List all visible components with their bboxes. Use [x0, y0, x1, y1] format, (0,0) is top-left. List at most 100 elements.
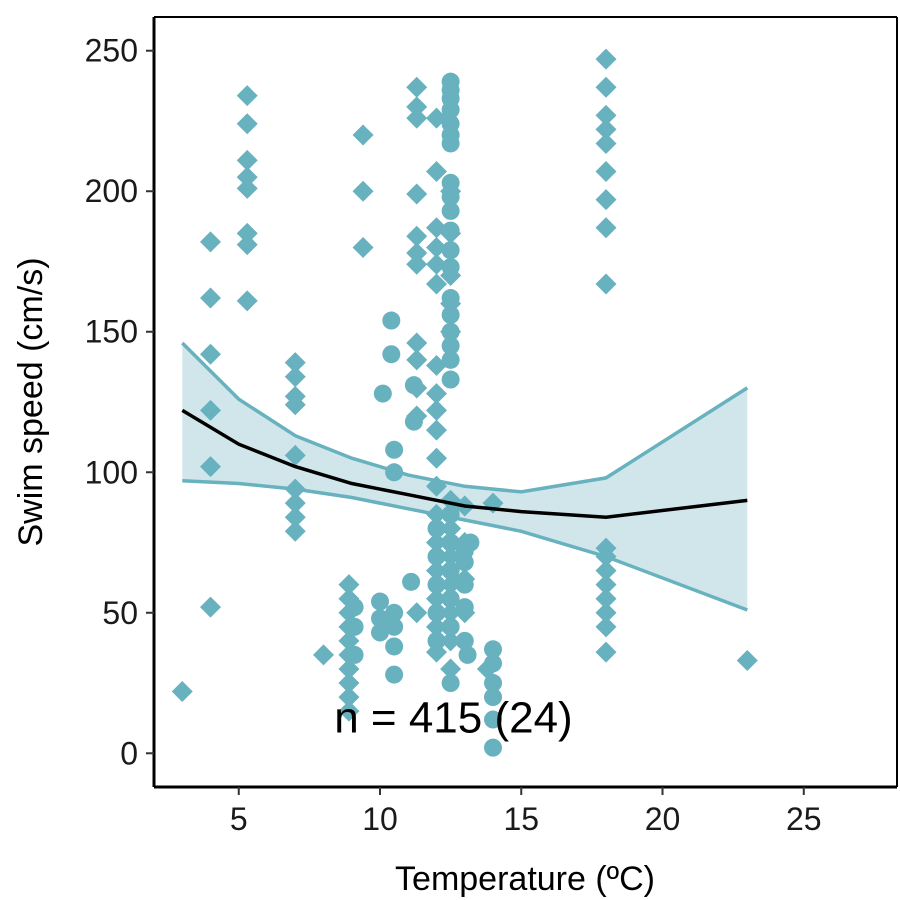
data-point-diamond — [236, 177, 258, 199]
data-point-diamond — [406, 183, 428, 205]
data-point-circle — [382, 311, 401, 330]
y-tick-label: 50 — [102, 595, 138, 631]
sample-size-annotation: n = 415 (24) — [334, 694, 573, 743]
data-point-circle — [484, 654, 503, 673]
data-point-diamond — [595, 104, 617, 126]
data-point-circle — [441, 201, 460, 220]
x-tick-label: 10 — [362, 801, 398, 837]
data-point-diamond — [595, 616, 617, 638]
data-point-diamond — [426, 475, 448, 497]
data-point-circle — [385, 637, 404, 656]
data-point-diamond — [426, 253, 448, 275]
data-point-diamond — [352, 124, 374, 146]
data-point-circle — [441, 173, 460, 192]
data-point-diamond — [284, 444, 306, 466]
data-point-diamond — [426, 616, 448, 638]
data-point-circle — [385, 617, 404, 636]
data-point-circle — [345, 617, 364, 636]
data-point-diamond — [284, 352, 306, 374]
data-point-circle — [404, 376, 423, 395]
data-point-circle — [455, 575, 474, 594]
data-point-diamond — [236, 166, 258, 188]
fit-line — [181, 408, 748, 519]
y-tick-label: 250 — [85, 33, 138, 69]
data-point-circle — [427, 575, 446, 594]
axes-layer — [152, 16, 898, 789]
data-point-diamond — [200, 287, 222, 309]
data-point-circle — [385, 463, 404, 482]
data-point-circle — [382, 345, 401, 364]
data-point-diamond — [426, 161, 448, 183]
data-point-diamond — [338, 700, 360, 722]
data-point-circle — [427, 603, 446, 622]
data-point-circle — [458, 645, 477, 664]
data-point-diamond — [406, 242, 428, 264]
data-point-diamond — [406, 253, 428, 275]
data-point-diamond — [426, 560, 448, 582]
x-tick-label: 20 — [645, 801, 681, 837]
data-point-diamond — [406, 349, 428, 371]
fit-line-layer — [181, 408, 748, 519]
data-point-circle — [441, 589, 460, 608]
y-tick-label: 200 — [85, 173, 138, 209]
data-point-diamond — [352, 236, 374, 258]
x-tick-label: 25 — [786, 801, 822, 837]
data-point-circle — [441, 674, 460, 693]
data-point-circle — [441, 241, 460, 260]
data-point-diamond — [236, 113, 258, 135]
data-point-diamond — [406, 602, 428, 624]
data-point-diamond — [595, 602, 617, 624]
data-point-diamond — [200, 343, 222, 365]
data-point-diamond — [406, 225, 428, 247]
y-tick-label: 0 — [120, 735, 138, 771]
data-point-diamond — [338, 672, 360, 694]
data-point-circle — [404, 412, 423, 431]
data-point-diamond — [406, 332, 428, 354]
data-point-circle — [373, 384, 392, 403]
data-point-diamond — [338, 574, 360, 596]
data-point-diamond — [426, 399, 448, 421]
data-point-diamond — [236, 234, 258, 256]
data-point-circle — [455, 598, 474, 617]
data-point-circle — [441, 505, 460, 524]
data-point-diamond — [440, 517, 462, 539]
data-point-diamond — [284, 520, 306, 542]
data-point-diamond — [284, 492, 306, 514]
data-point-diamond — [482, 492, 504, 514]
data-point-circle — [385, 440, 404, 459]
data-point-diamond — [284, 366, 306, 388]
data-point-diamond — [426, 447, 448, 469]
data-point-diamond — [595, 574, 617, 596]
x-tick-label: 5 — [230, 801, 248, 837]
data-point-circle — [484, 688, 503, 707]
data-point-diamond — [426, 273, 448, 295]
data-point-circle — [441, 258, 460, 277]
data-point-circle — [345, 598, 364, 617]
data-point-circle — [484, 640, 503, 659]
data-point-circle — [441, 187, 460, 206]
data-point-circle — [441, 114, 460, 133]
data-point-circle — [441, 370, 460, 389]
data-point-diamond — [338, 686, 360, 708]
y-tick-label: 100 — [85, 454, 138, 490]
data-point-circle — [385, 665, 404, 684]
data-point-diamond — [595, 273, 617, 295]
data-point-diamond — [236, 222, 258, 244]
data-point-diamond — [595, 189, 617, 211]
data-point-circle — [371, 609, 390, 628]
data-point-diamond — [736, 650, 758, 672]
y-tick-label: 150 — [85, 314, 138, 350]
data-point-diamond — [426, 532, 448, 554]
data-point-diamond — [595, 132, 617, 154]
data-point-circle — [427, 519, 446, 538]
data-point-diamond — [284, 385, 306, 407]
data-point-circle — [441, 305, 460, 324]
y-axis-label: Swim speed (cm/s) — [12, 257, 50, 546]
data-point-circle — [441, 336, 460, 355]
points-layer — [171, 48, 758, 757]
data-point-diamond — [595, 217, 617, 239]
data-point-circle — [484, 674, 503, 693]
data-point-circle — [461, 533, 480, 552]
